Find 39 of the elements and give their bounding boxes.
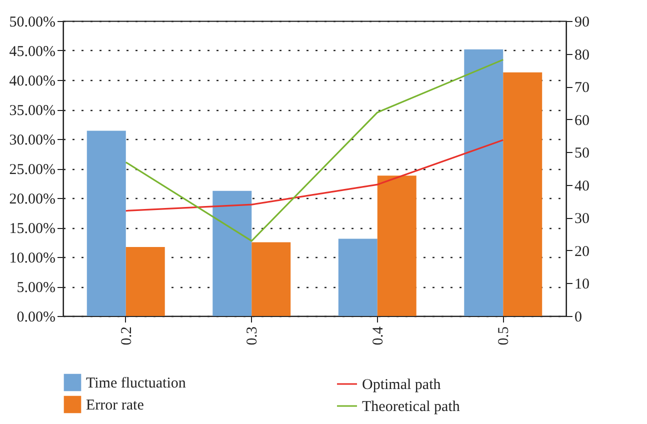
x-tick-label: 0.2 xyxy=(118,326,135,346)
y2-tick-label: 40 xyxy=(574,178,590,194)
bar xyxy=(377,176,416,316)
y2-tick-label: 90 xyxy=(574,14,590,30)
y-tick-label: 45.00% xyxy=(9,44,56,60)
x-tick-label: 0.5 xyxy=(496,326,512,346)
bar xyxy=(86,130,126,316)
line-series xyxy=(125,139,504,212)
bar xyxy=(338,238,378,316)
bar xyxy=(503,72,542,316)
y-tick-label: 5.00% xyxy=(16,280,56,296)
legend-label: Optimal path xyxy=(362,377,442,393)
y2-tick-label: 50 xyxy=(574,146,590,162)
y-tick-label: 40.00% xyxy=(9,74,56,90)
legend-label: Time fluctuation xyxy=(86,376,186,392)
y-tick-label: 35.00% xyxy=(9,103,56,119)
x-tick-label: 0.4 xyxy=(370,326,386,346)
y-tick-label: 15.00% xyxy=(9,221,56,237)
y2-tick-label: 80 xyxy=(574,47,590,64)
bar xyxy=(212,190,252,316)
bar xyxy=(464,49,504,316)
y2-tick-label: 60 xyxy=(574,112,590,129)
bar xyxy=(126,246,165,316)
y-tick-label: 20.00% xyxy=(9,192,56,208)
y2-tick-label: 10 xyxy=(574,276,590,293)
legend-label: Theoretical path xyxy=(362,399,460,415)
y-tick-label: 50.00% xyxy=(9,14,56,30)
y-tick-label: 0.00% xyxy=(16,310,56,326)
y2-tick-label: 30 xyxy=(574,211,590,228)
y2-tick-label: 20 xyxy=(574,244,590,260)
y2-tick-label: 0 xyxy=(574,310,582,326)
y-tick-label: 30.00% xyxy=(9,132,56,148)
y2-tick-label: 70 xyxy=(574,80,590,96)
y-tick-label: 10.00% xyxy=(9,250,56,266)
bar xyxy=(252,242,291,316)
legend-label: Error rate xyxy=(86,398,144,414)
line-series xyxy=(125,58,504,242)
x-tick-label: 0.3 xyxy=(244,326,261,346)
y-tick-label: 25.00% xyxy=(9,162,56,178)
